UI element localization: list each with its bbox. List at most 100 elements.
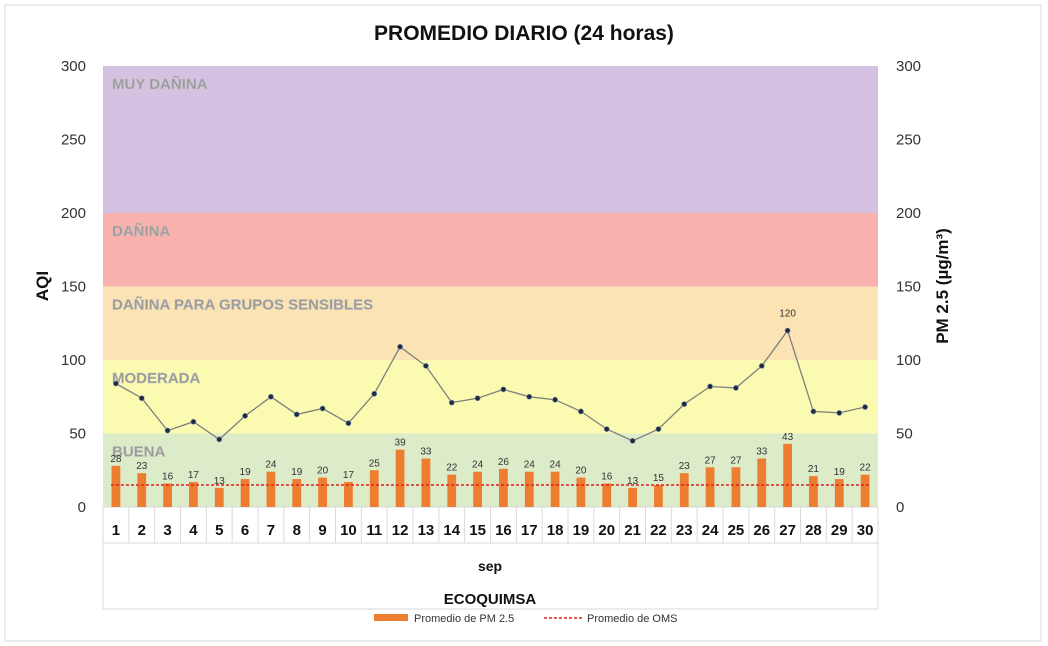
x-tick-label: 4 [189, 522, 198, 539]
aqi-point [552, 396, 558, 403]
pm25-bar [757, 458, 767, 507]
x-tick-label: 19 [573, 522, 590, 539]
x-grid [102, 506, 879, 610]
left-y-axis-ticks: 0 50 100 150 200 250 300 [61, 58, 86, 516]
pm25-bar [705, 467, 715, 507]
pm25-bar-label: 26 [498, 457, 510, 468]
aqi-point [603, 426, 610, 432]
x-tick-label: 21 [624, 522, 641, 539]
legend-label-oms: Promedio de OMS [587, 613, 677, 625]
pm25-bar [111, 465, 121, 507]
pm25-bar-label: 24 [472, 460, 484, 471]
right-axis-label: PM 2.5 (µg/m³) [933, 228, 952, 344]
aqi-point [164, 427, 171, 434]
right-tick-label: 150 [896, 279, 921, 296]
pm25-bar [576, 477, 586, 507]
x-tick-label: 9 [318, 522, 326, 539]
x-tick-label: 26 [753, 522, 770, 539]
pm25-bars [111, 443, 870, 507]
pm25-bar [499, 468, 508, 507]
x-tick-label: 23 [676, 522, 693, 539]
aqi-line-path [115, 329, 866, 442]
aqi-point [397, 343, 403, 350]
pm25-bar [266, 471, 276, 507]
x-tick-label: 27 [779, 522, 796, 539]
pm25-bar [654, 484, 663, 507]
aqi-point [138, 395, 145, 402]
right-tick-label: 0 [896, 499, 904, 516]
pm25-bar-label: 21 [808, 464, 820, 475]
x-tick-label: 15 [469, 522, 486, 539]
pm25-bar-labels: 28 23 16 17 13 19 24 19 20 17 25 39 33 22 24 26 24 24 20 16… [110, 432, 871, 487]
aqi-point [862, 404, 868, 410]
legend-label-pm25: Promedio de PM 2.5 [414, 613, 514, 625]
pm25-bar-label: 19 [240, 467, 252, 478]
x-tick-label: 6 [241, 522, 249, 539]
pm25-bar-label: 15 [653, 473, 665, 484]
pm25-bar-label: 22 [446, 463, 458, 474]
x-tick-label: 16 [495, 522, 512, 539]
aqi-point [113, 380, 119, 387]
aqi-point [784, 327, 791, 334]
pm25-bar [679, 473, 689, 507]
pm25-bar-label: 27 [730, 455, 742, 466]
pm25-bar [421, 458, 431, 507]
aqi-point [578, 408, 584, 415]
legend-swatch-pm25 [374, 614, 408, 621]
pm25-bar-label: 33 [756, 446, 768, 457]
x-tick-label: 22 [650, 522, 667, 539]
aqi-band-labels: BUENA MODERADA DAÑINA PARA GRUPOS SENSIBLE… [112, 75, 374, 461]
aqi-point [500, 386, 507, 393]
aqi-point [216, 436, 223, 443]
pm25-bar [783, 443, 792, 507]
aqi-point [371, 390, 378, 397]
pm25-bar [628, 487, 637, 507]
x-tick-label: 18 [547, 522, 564, 539]
pm25-bar [602, 483, 612, 507]
x-tick-label: 7 [267, 522, 275, 539]
band-buena [103, 433, 878, 507]
pm25-bar-label: 25 [369, 458, 381, 469]
aqi-point-label: 120 [779, 309, 796, 320]
pm25-bar-label: 20 [317, 466, 329, 477]
aqi-point [474, 395, 481, 402]
aqi-point [526, 393, 533, 400]
pm25-bar-label: 43 [782, 432, 794, 443]
band-label-dañina-para-grupos-sensibles: DAÑINA PARA GRUPOS SENSIBLES [112, 296, 373, 314]
x-tick-label: 3 [163, 522, 171, 539]
x-tick-label: 30 [857, 522, 874, 539]
x-tick-label: 17 [521, 522, 538, 539]
pm25-bar-label: 16 [601, 471, 613, 482]
x-axis-ticks: 1 2 3 4 5 6 7 8 9 10 11 12 13 14 15 16 17 18 19 20 21 22 23 24 2… [112, 522, 874, 539]
band-label-muy-dañina: MUY DAÑINA [112, 75, 208, 93]
pm25-bar-label: 17 [343, 470, 355, 481]
x-tick-label: 24 [702, 522, 719, 539]
pm25-bar [395, 449, 405, 507]
x-tick-label: 14 [443, 522, 460, 539]
aqi-point [345, 420, 352, 427]
aqi-point [448, 399, 455, 406]
x-tick-label: 8 [293, 522, 301, 539]
x-tick-label: 5 [215, 522, 223, 539]
group-label: ECOQUIMSA [444, 591, 537, 608]
x-tick-label: 2 [138, 522, 146, 539]
pm25-bar-label: 23 [679, 461, 691, 472]
aqi-bands [103, 66, 878, 507]
pm25-bar [163, 483, 172, 507]
pm25-bar [524, 471, 534, 507]
pm25-bar-label: 23 [136, 461, 148, 472]
pm25-bar-label: 24 [524, 460, 536, 471]
aqi-point [758, 362, 765, 369]
pm25-bar-label: 22 [860, 463, 872, 474]
right-tick-label: 250 [896, 132, 921, 149]
pm25-bar [214, 487, 224, 507]
aqi-point [242, 412, 248, 419]
x-tick-label: 28 [805, 522, 822, 539]
pm25-bar [473, 471, 482, 507]
pm25-bar [369, 470, 379, 507]
right-tick-label: 50 [896, 426, 913, 443]
right-tick-label: 300 [896, 58, 921, 75]
right-tick-label: 200 [896, 205, 921, 222]
pm25-bar [137, 473, 147, 507]
